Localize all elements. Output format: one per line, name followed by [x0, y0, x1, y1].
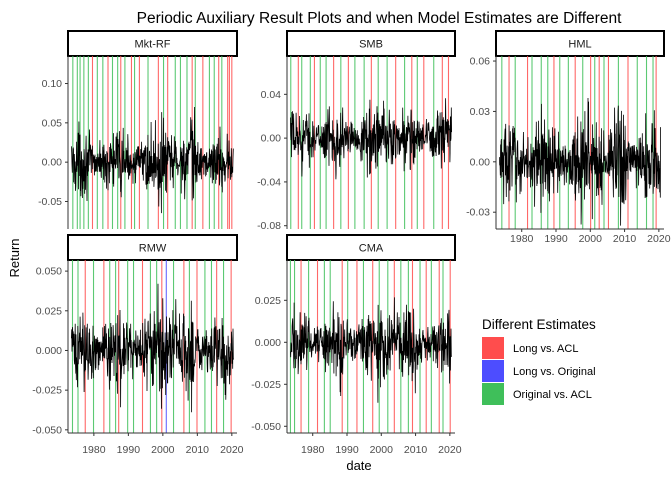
x-tick-label-hml: 2020: [647, 233, 671, 245]
y-tick-label-mkt-rf: 0.05: [42, 117, 63, 129]
y-tick-label-rmw: 0.025: [36, 305, 62, 317]
strip-rmw: [67, 234, 238, 261]
y-tick-label-rmw: 0.050: [36, 266, 62, 278]
x-axis-title: date: [346, 458, 371, 473]
series-line-smb: [290, 98, 452, 180]
strip-cma: [286, 234, 456, 261]
legend-swatch-long-vs-acl: [482, 337, 504, 359]
y-tick-label-cma: 0.000: [255, 337, 281, 349]
strip-label-hml: HML: [568, 39, 591, 51]
y-tick-label-rmw: -0.050: [32, 424, 62, 436]
y-tick-label-smb: -0.08: [257, 220, 281, 232]
strip-smb: [286, 30, 456, 57]
legend-title: Different Estimates: [482, 317, 596, 332]
y-tick-label-cma: -0.025: [251, 379, 281, 391]
y-tick-label-smb: -0.04: [257, 176, 281, 188]
y-tick-label-cma: 0.025: [255, 295, 281, 307]
legend-swatch-original-vs-acl: [482, 383, 504, 405]
y-tick-label-mkt-rf: 0.10: [42, 78, 63, 90]
y-tick-label-hml: 0.06: [470, 56, 491, 68]
strip-label-mkt-rf: Mkt-RF: [134, 39, 170, 51]
series-line-mkt-rf: [71, 106, 234, 214]
panel-hml: HML 0.06 0.03 0.00 -0.03 1980 1990 2000 2010 2020: [466, 30, 671, 245]
y-tick-label-smb: 0.00: [261, 133, 282, 145]
x-tick-label-cma: 2010: [404, 444, 428, 456]
y-tick-label-mkt-rf: -0.05: [38, 196, 62, 208]
x-tick-label-rmw: 2020: [220, 444, 244, 456]
series-line-hml: [499, 97, 661, 226]
series-line-rmw: [71, 283, 234, 413]
legend-label-long-vs-acl: Long vs. ACL: [513, 343, 578, 355]
x-tick-label-hml: 1990: [544, 233, 568, 245]
y-tick-label-hml: -0.03: [466, 207, 490, 219]
strip-label-smb: SMB: [359, 39, 383, 51]
panel-rmw: RMW 0.050 0.025 0.000 -0.025 -0.050 1980 1990 20…: [32, 234, 244, 456]
y-axis-title: Return: [7, 238, 22, 277]
legend-swatch-long-vs-original: [482, 360, 504, 382]
panel-smb: SMB 0.04 0.00 -0.04 -0.08: [257, 30, 456, 232]
x-tick-label-cma: 2020: [438, 444, 462, 456]
strip-mkt-rf: [67, 30, 238, 57]
chart-panels: Mkt-RF 0.10 0.05 0.00 -0.05 SMB 0.04 0.00 -0.04 -…: [32, 30, 671, 456]
y-tick-label-cma: -0.050: [251, 421, 281, 433]
x-tick-label-hml: 2010: [613, 233, 637, 245]
x-tick-label-rmw: 2010: [186, 444, 210, 456]
y-tick-label-rmw: -0.025: [32, 385, 62, 397]
y-tick-label-rmw: 0.000: [36, 345, 62, 357]
legend-label-original-vs-acl: Original vs. ACL: [513, 389, 592, 401]
x-tick-label-cma: 1990: [335, 444, 359, 456]
legend-label-long-vs-original: Long vs. Original: [513, 366, 596, 378]
x-tick-label-hml: 1980: [510, 233, 534, 245]
x-tick-label-cma: 2000: [370, 444, 394, 456]
strip-hml: [495, 30, 665, 57]
y-tick-label-smb: 0.04: [261, 89, 282, 101]
strip-label-rmw: RMW: [139, 243, 167, 255]
panel-mkt-rf: Mkt-RF 0.10 0.05 0.00 -0.05: [38, 30, 238, 229]
series-line-cma: [290, 297, 452, 403]
y-tick-label-mkt-rf: 0.00: [42, 157, 63, 169]
x-tick-label-rmw: 2000: [151, 444, 175, 456]
legend: Different Estimates Long vs. ACL Long vs…: [482, 317, 596, 405]
chart-title: Periodic Auxiliary Result Plots and when…: [137, 10, 622, 27]
y-tick-label-hml: 0.00: [470, 156, 491, 168]
x-tick-label-rmw: 1990: [117, 444, 141, 456]
strip-label-cma: CMA: [359, 243, 384, 255]
panel-cma: CMA 0.025 0.000 -0.025 -0.050 1980 1990 2000 201…: [251, 234, 462, 456]
x-tick-label-rmw: 1980: [82, 444, 106, 456]
x-tick-label-hml: 2000: [579, 233, 603, 245]
x-tick-label-cma: 1980: [301, 444, 325, 456]
y-tick-label-hml: 0.03: [470, 106, 491, 118]
